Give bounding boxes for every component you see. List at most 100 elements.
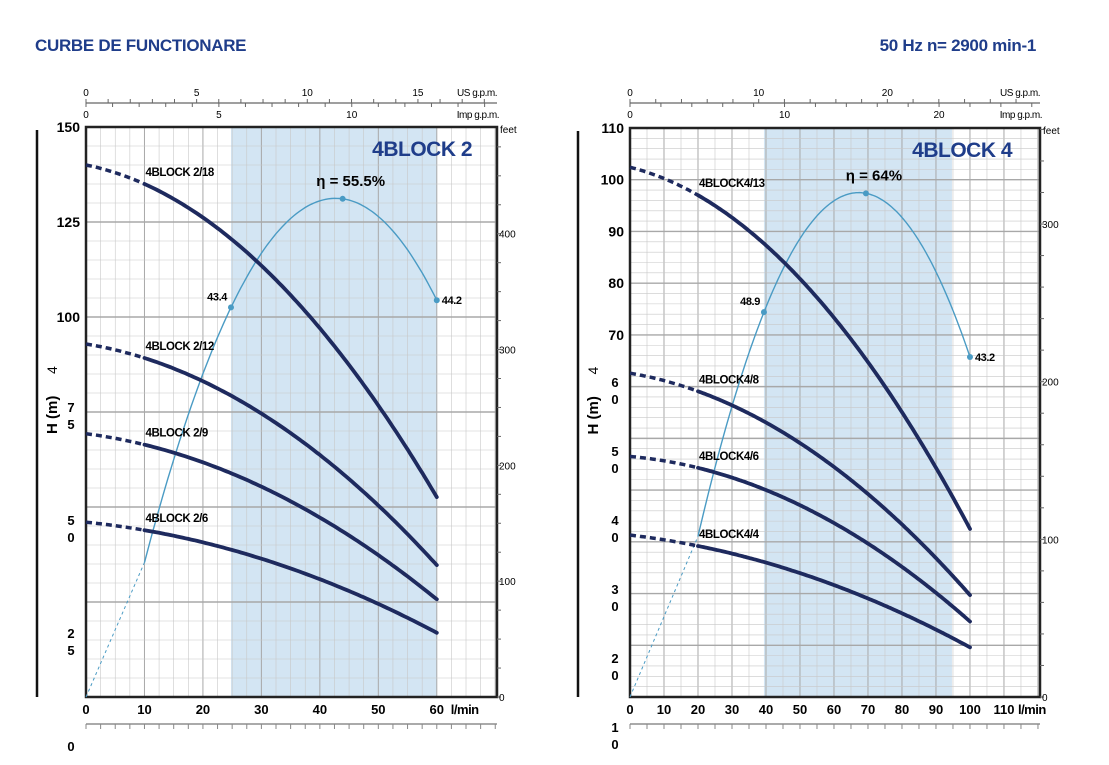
us-gpm-unit: US g.p.m. — [457, 88, 497, 99]
speed-label: 50 Hz n= 2900 min-1 — [879, 36, 1037, 55]
y-tick-label: 125 — [57, 214, 81, 230]
hq-curve-dashed — [629, 165, 699, 197]
us-gpm-tick-label: 10 — [753, 88, 765, 99]
hq-curve — [142, 528, 439, 635]
hq-curve-dashed — [629, 454, 699, 470]
feet-tick-label: 300 — [1042, 220, 1059, 231]
chart-title: 4BLOCK 4 — [912, 139, 1013, 162]
y-tick-label: 70 — [608, 327, 624, 343]
y-axis-label: H (m) — [585, 396, 602, 434]
y-tick-label: 80 — [608, 275, 624, 291]
hq-curve-label: 4BLOCK4/4 — [699, 529, 760, 541]
feet-tick-label: 0 — [499, 693, 505, 704]
hq-curve-dashed — [85, 163, 146, 186]
x-tick-label: 60 — [827, 702, 841, 717]
efficiency-point — [760, 309, 767, 316]
feet-tick-label: 300 — [499, 346, 516, 357]
us-gpm-tick-label: 15 — [412, 88, 424, 99]
hq-curve-label: 4BLOCK 2/6 — [145, 513, 207, 525]
y-tick-label: 110 — [601, 120, 624, 136]
feet-tick-label: 100 — [499, 577, 516, 588]
us-gpm-tick-label: 0 — [83, 88, 89, 99]
y-tick-label: 100 — [601, 172, 625, 188]
x-tick-label: 20 — [691, 702, 705, 717]
x-tick-label: 110 — [993, 702, 1014, 717]
efficiency-curve-extrapolated — [629, 536, 699, 698]
us-gpm-tick-label: 10 — [302, 88, 314, 99]
x-tick-label: 10 — [657, 702, 671, 717]
us-gpm-tick-label: 0 — [627, 88, 633, 99]
efficiency-point-label: 43.4 — [207, 291, 228, 303]
efficiency-peak-label: η = 64% — [846, 167, 902, 184]
x-tick-label: 100 — [959, 702, 981, 717]
hq-curve-label: 4BLOCK 2/12 — [145, 341, 213, 353]
efficiency-point — [339, 195, 346, 202]
y-tick-label: 90 — [608, 223, 624, 239]
us-gpm-tick-label: 5 — [194, 88, 200, 99]
feet-tick-label: 400 — [499, 230, 516, 241]
x-tick-label: 50 — [793, 702, 807, 717]
x-tick-label: 40 — [313, 702, 327, 717]
efficiency-curve-extrapolated — [85, 562, 145, 698]
y-axis-label: H (m) — [44, 396, 61, 434]
efficiency-peak-label: η = 55.5% — [316, 173, 385, 190]
imp-gpm-tick-label: 0 — [627, 110, 633, 121]
y-tick-label: 150 — [57, 119, 81, 135]
chart-title: 4BLOCK 2 — [372, 138, 472, 161]
x-tick-label: 90 — [929, 702, 943, 717]
efficiency-point-label: 43.2 — [975, 352, 995, 364]
hq-curve-dashed — [629, 533, 699, 548]
efficiency-point — [433, 297, 440, 304]
y-axis-label-extra: 4 — [44, 366, 60, 374]
x-tick-label: 0 — [82, 702, 89, 717]
hq-curve-label: 4BLOCK4/6 — [699, 451, 759, 463]
efficiency-curve — [143, 197, 438, 563]
hq-curve — [696, 389, 972, 597]
hq-curve — [696, 465, 972, 624]
imp-gpm-tick-label: 0 — [83, 110, 89, 121]
x-tick-label: 30 — [254, 702, 268, 717]
page-title: CURBE DE FUNCTIONARE — [35, 36, 247, 55]
y-tick-label: 100 — [57, 309, 81, 325]
hq-curve — [142, 442, 439, 602]
imp-gpm-unit: Imp g.p.m. — [457, 110, 499, 121]
plot-frame — [628, 126, 1042, 699]
efficiency-point — [862, 190, 869, 197]
x-tick-label: 10 — [137, 702, 151, 717]
plot-frame — [84, 125, 499, 699]
y-tick-label: 0 — [67, 739, 74, 754]
hq-curve-dashed — [85, 342, 146, 360]
feet-tick-label: 100 — [1042, 535, 1059, 546]
feet-unit: feet — [500, 125, 517, 136]
feet-tick-label: 200 — [499, 461, 516, 472]
y-axis-label-extra: 4 — [585, 367, 601, 375]
hq-curve — [142, 356, 439, 567]
x-tick-label: 0 — [626, 702, 633, 717]
x-tick-label: 30 — [725, 702, 739, 717]
efficiency-point-label: 44.2 — [442, 295, 462, 307]
x-tick-label: 20 — [196, 702, 210, 717]
feet-tick-label: 0 — [1042, 693, 1048, 704]
imp-gpm-unit: Imp g.p.m. — [1000, 110, 1042, 121]
x-axis-unit: l/min — [451, 702, 479, 717]
efficiency-point — [227, 304, 234, 311]
x-tick-label: 80 — [895, 702, 909, 717]
hq-curve — [142, 182, 439, 499]
x-tick-label: 70 — [861, 702, 875, 717]
feet-tick-label: 200 — [1042, 378, 1059, 389]
imp-gpm-tick-label: 5 — [216, 110, 222, 121]
imp-gpm-tick-label: 10 — [779, 110, 791, 121]
imp-gpm-tick-label: 10 — [346, 110, 358, 121]
hq-curve-label: 4BLOCK 2/9 — [145, 428, 207, 440]
x-tick-label: 60 — [430, 702, 444, 717]
hq-curve-label: 4BLOCK4/8 — [699, 374, 760, 386]
